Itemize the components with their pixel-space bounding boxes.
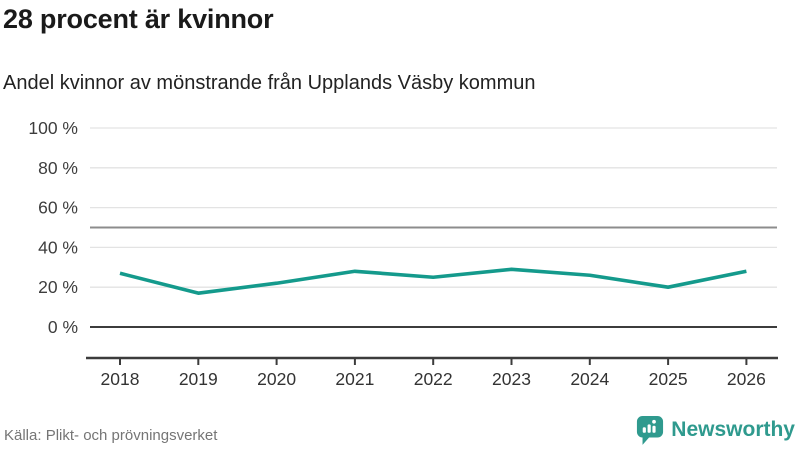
x-tick-label: 2025 bbox=[649, 369, 688, 389]
data-line bbox=[119, 267, 747, 295]
y-tick-label: 0 % bbox=[48, 317, 78, 337]
chart-title: 28 procent är kvinnor bbox=[3, 4, 274, 34]
y-tick-label: 20 % bbox=[38, 277, 78, 297]
x-tick-label: 2019 bbox=[179, 369, 218, 389]
source-note: Källa: Plikt- och prövningsverket bbox=[4, 427, 218, 444]
x-tick-label: 2026 bbox=[727, 369, 766, 389]
x-tick-label: 2020 bbox=[257, 369, 296, 389]
newsworthy-logo-icon bbox=[637, 416, 664, 445]
newsworthy-logo-text: Newsworthy bbox=[671, 418, 795, 441]
y-tick-label: 100 % bbox=[28, 118, 78, 138]
chart-subtitle: Andel kvinnor av mönstrande från Uppland… bbox=[3, 72, 536, 94]
y-tick-label: 80 % bbox=[38, 158, 78, 178]
newsworthy-logo: Newsworthy bbox=[636, 415, 795, 445]
y-tick-label: 60 % bbox=[38, 198, 78, 218]
x-tick-label: 2024 bbox=[570, 369, 609, 389]
x-tick-label: 2023 bbox=[492, 369, 531, 389]
x-tick-label: 2021 bbox=[335, 369, 374, 389]
y-tick-label: 40 % bbox=[38, 237, 78, 257]
x-tick-label: 2022 bbox=[414, 369, 453, 389]
x-tick-label: 2018 bbox=[101, 369, 140, 389]
